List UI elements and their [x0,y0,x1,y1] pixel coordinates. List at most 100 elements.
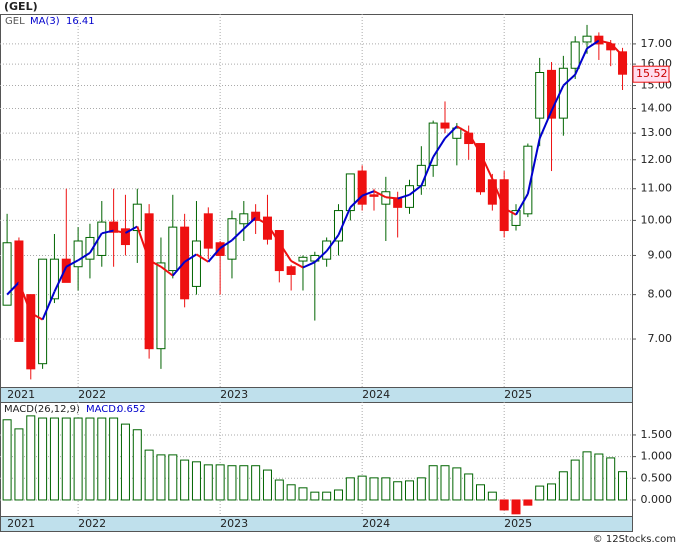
candle-body [428,122,438,166]
macd-bar [191,461,201,501]
macd-bar [464,473,474,501]
x-tick-label: 2021 [7,517,35,530]
y-tick-label: 9.00 [648,248,673,261]
candle-body [274,230,284,272]
candle-body [109,221,119,233]
ma-line [408,184,422,196]
candle-body [535,72,545,119]
footer: © 12Stocks.com [593,534,676,545]
macd-bar [38,417,48,501]
y-tick-label: 0.000 [641,493,673,506]
ma-line [574,48,588,76]
macd-bar [120,423,130,501]
candle-body [120,228,130,246]
ma-line [526,138,541,195]
ma-line [278,242,292,262]
candle-body [476,143,486,193]
macd-bar [14,428,24,501]
macd-bar [404,480,414,501]
ma-line [266,223,281,244]
ma-line [538,110,553,139]
ma-line [550,85,565,112]
macd-bar [85,417,95,501]
y-tick-label: 17.00 [641,37,673,50]
macd-bar [594,453,604,501]
candle-body [132,203,142,232]
candle-body [582,35,592,43]
macd-bar [511,499,521,515]
candle-body [262,216,272,240]
candle-body [594,35,604,45]
macd-bar [251,465,261,501]
macd-bar [274,479,284,501]
ma-line [17,282,32,314]
legend-symbol: GEL [5,16,25,27]
macd-bar [109,417,119,501]
macd-bar [357,475,367,501]
macd-bar [227,465,237,501]
candle-body [239,213,249,225]
macd-bar [26,415,36,501]
candle-body [369,194,379,197]
candle-body [570,41,580,69]
x-tick-label: 2021 [7,388,35,401]
x-tick-label: 2023 [220,388,248,401]
ma-line [586,39,600,50]
macd-bar [97,417,107,501]
x-tick-label: 2025 [504,388,532,401]
macd-bar [345,477,355,501]
ma-line [255,216,268,226]
macd-bar [606,457,616,501]
candle-body [156,262,166,350]
ma-line [65,259,79,268]
ma-line [6,281,20,296]
candle-body [547,69,557,119]
ma-line [148,259,162,268]
candle-body [511,210,521,226]
macd-bar [298,487,308,501]
ma-line [444,125,458,140]
candle-body [26,294,36,370]
ma-line [515,193,529,216]
ma-line [397,193,410,200]
macd-bar [523,499,533,506]
ma-line [207,247,221,263]
ma-line [373,190,387,199]
ma-line [195,253,209,263]
ma-line [609,42,624,57]
candle-body [251,211,261,221]
ma-line [456,125,470,135]
candle-body [393,197,403,208]
chart-title: (GEL) [4,0,38,13]
y-tick-label: 0.500 [641,471,673,484]
candle-body [61,258,71,283]
macd-bar [393,481,403,501]
ma-line [124,225,138,234]
macd-bar [168,454,178,501]
ma-line [160,265,174,277]
candle-body [203,213,213,249]
macd-bar [440,465,450,501]
macd-bar [2,419,12,501]
x-tick-label: 2022 [78,388,106,401]
legend-ma: MA(3) [30,16,60,27]
candle-body [345,173,355,212]
candle-body [416,164,426,187]
ma-line [231,228,245,241]
ma-line [136,226,151,261]
macd-bar [333,489,343,501]
candle-body [49,258,59,300]
candle-body [618,51,628,75]
last-price-box [632,65,670,83]
candle-body [168,226,178,272]
candle-body [357,170,367,205]
ma-line [314,250,328,263]
ma-line [491,178,506,209]
macd-prefix: MACD: [86,404,119,415]
y-tick-label: 8.00 [648,288,673,301]
candle-body [144,213,154,350]
last-price-label: 15.52 [636,67,668,80]
ma-line [503,207,517,216]
ma-line [89,232,103,254]
macd-bar [428,465,438,501]
